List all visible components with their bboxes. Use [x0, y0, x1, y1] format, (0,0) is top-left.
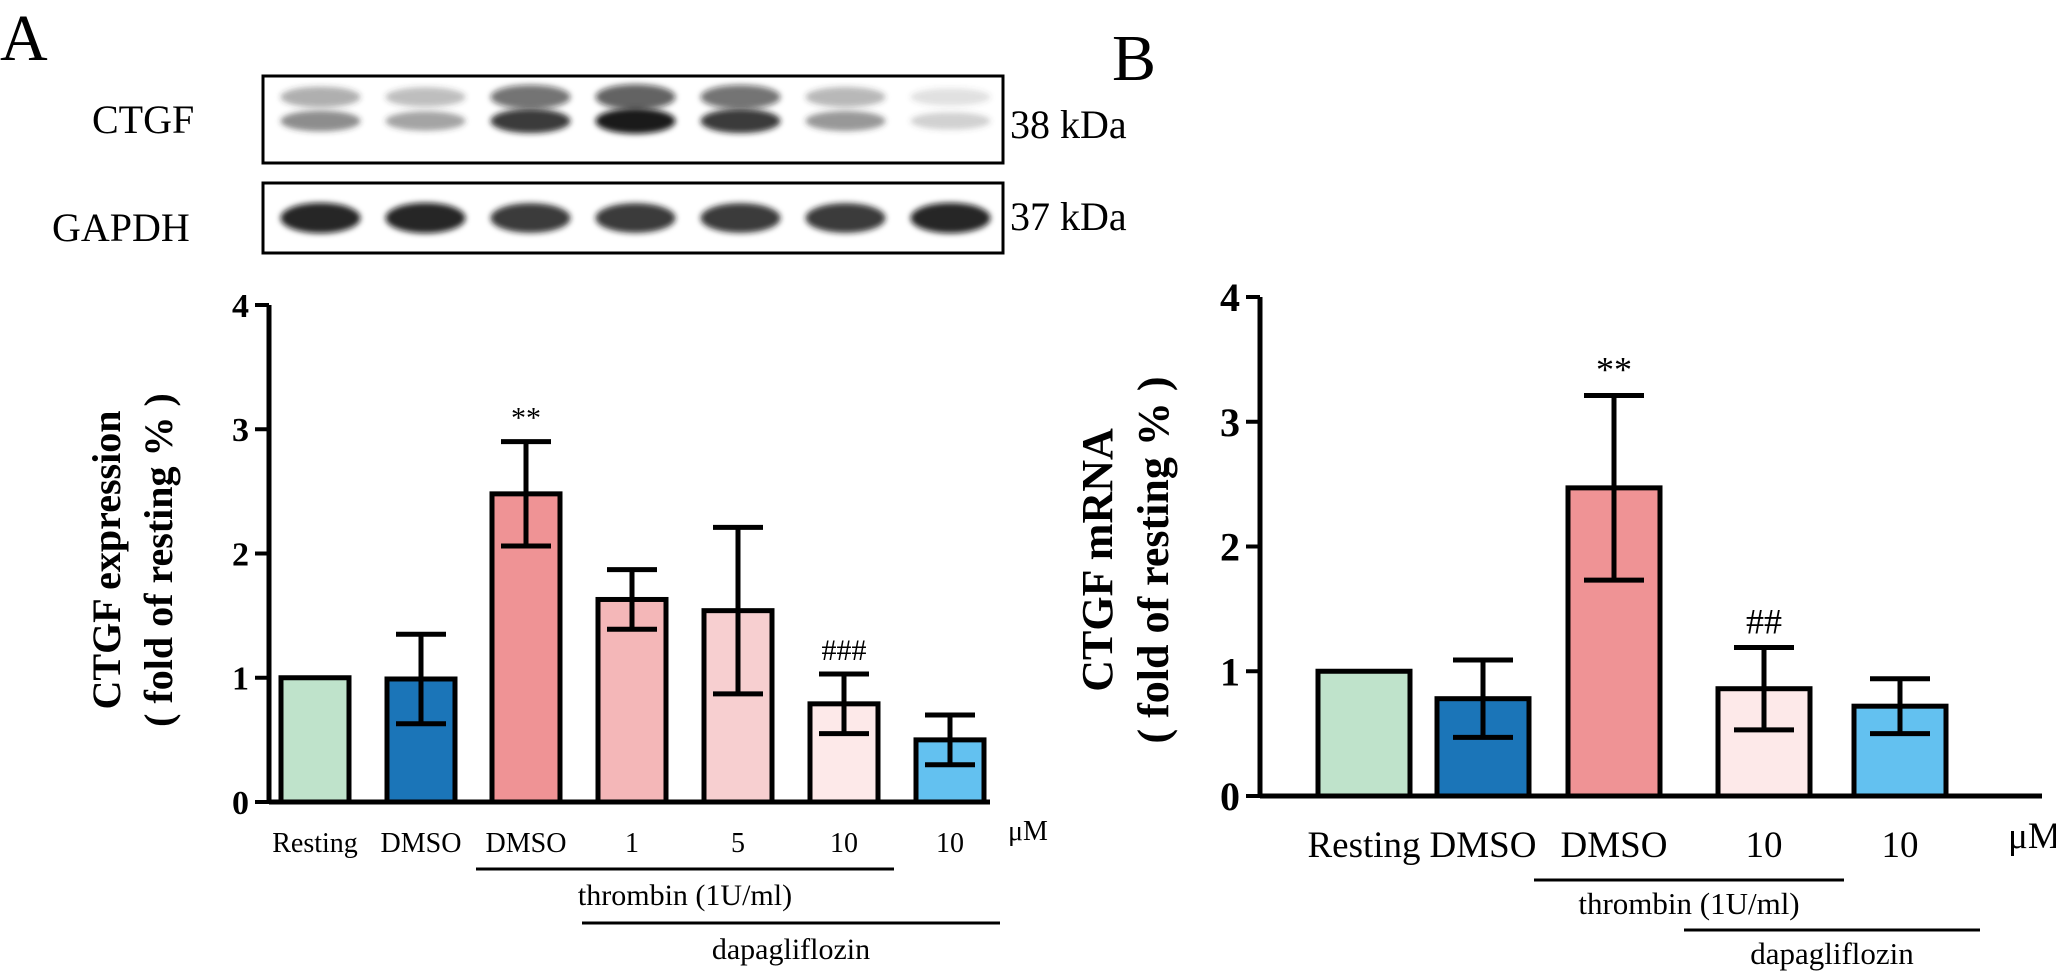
chart-a-category-label: DMSO	[381, 828, 462, 859]
blot-band-ctgf-1	[280, 110, 361, 132]
chart-a-category-label: 5	[731, 828, 745, 859]
chart-b-group-label: thrombin (1U/ml)	[1578, 886, 1799, 921]
chart-b-category-label: 10	[1882, 825, 1919, 866]
blot-band-ctgf-6	[805, 86, 886, 108]
chart-b-bar	[1315, 668, 1413, 799]
chart-a-ylabel-line2: ( fold of resting % )	[136, 393, 181, 727]
chart-a-ylabel-line1: CTGF expression	[84, 411, 129, 710]
blot-band-ctgf-4	[595, 108, 676, 134]
chart-a-ytick-label: 2	[232, 536, 249, 573]
blot-band-ctgf-6	[805, 110, 886, 132]
blot-protein-gapdh: GAPDH	[52, 205, 190, 250]
chart-b-ytick-label: 1	[1220, 649, 1240, 694]
chart-a: CTGF expression ( fold of resting % ) 0 1…	[84, 288, 1048, 966]
blot-band-gapdh-1	[280, 202, 361, 234]
blot-band-ctgf-3	[490, 84, 571, 110]
chart-a-ytick-label: 3	[232, 412, 249, 449]
chart-a-category-label: 10	[936, 828, 964, 859]
chart-b-ytick-label: 3	[1220, 400, 1240, 445]
chart-a-group-label: thrombin (1U/ml)	[578, 879, 792, 912]
chart-a-bar	[595, 596, 669, 805]
chart-b-unit: μM	[2008, 816, 2056, 857]
chart-a-group-label: dapagliflozin	[712, 933, 870, 966]
chart-b-ylabel: CTGF mRNA ( fold of resting % )	[1073, 376, 1178, 743]
chart-a-category-label: 10	[830, 828, 858, 859]
blot-band-ctgf-1	[280, 86, 361, 108]
chart-b: CTGF mRNA ( fold of resting % ) 0 1 2 3 4 Res…	[1073, 275, 2056, 971]
blot-band-ctgf-5	[700, 84, 781, 110]
blot-band-gapdh-7	[910, 202, 991, 234]
blot-band-ctgf-7	[910, 112, 991, 130]
chart-a-category-label: Resting	[272, 828, 358, 859]
blot-mw-gapdh: 37 kDa	[1010, 194, 1127, 239]
blot-protein-ctgf: CTGF	[92, 97, 194, 142]
blot-band-ctgf-5	[700, 108, 781, 134]
blot-band-ctgf-3	[490, 108, 571, 134]
blot-band-ctgf-2	[385, 111, 466, 131]
chart-a-unit: μM	[1008, 816, 1048, 847]
chart-b-ytick-label: 2	[1220, 525, 1240, 570]
chart-a-ytick-label: 1	[232, 661, 249, 698]
blot-band-gapdh-2	[385, 202, 466, 234]
chart-b-ylabel-line1: CTGF mRNA	[1073, 428, 1122, 692]
chart-b-ylabel-line2: ( fold of resting % )	[1129, 376, 1178, 743]
chart-b-category-label: DMSO	[1430, 825, 1537, 866]
chart-b-category-label: Resting	[1307, 825, 1420, 866]
blot-band-ctgf-4	[595, 84, 676, 110]
chart-a-category-label: DMSO	[486, 828, 567, 859]
western-blot: CTGF GAPDH 38 kDa 37 kDa	[52, 74, 1127, 255]
chart-a-ytick-label: 4	[232, 288, 249, 325]
panel-b-label: B	[1112, 22, 1156, 95]
chart-b-ytick-label: 4	[1220, 275, 1240, 320]
chart-a-ytick-label: 0	[232, 785, 249, 822]
chart-b-significance: ##	[1746, 602, 1782, 642]
chart-a-bar	[278, 675, 352, 805]
chart-a-ylabel: CTGF expression ( fold of resting % )	[84, 393, 181, 727]
chart-a-significance: ###	[822, 634, 867, 667]
chart-b-category-label: DMSO	[1561, 825, 1668, 866]
blot-band-ctgf-2	[385, 87, 466, 107]
chart-b-group-label: dapagliflozin	[1750, 936, 1914, 971]
chart-b-ytick-label: 0	[1220, 774, 1240, 819]
panel-a-label: A	[0, 2, 48, 75]
blot-band-gapdh-6	[805, 203, 886, 233]
blot-band-gapdh-3	[490, 203, 571, 233]
chart-a-significance: **	[511, 402, 541, 435]
chart-b-category-label: 10	[1746, 825, 1783, 866]
chart-a-category-label: 1	[625, 828, 639, 859]
blot-band-gapdh-4	[595, 203, 676, 233]
blot-mw-ctgf: 38 kDa	[1010, 102, 1127, 147]
blot-band-ctgf-7	[910, 88, 991, 106]
blot-band-gapdh-5	[700, 203, 781, 233]
chart-b-significance: **	[1596, 350, 1632, 390]
